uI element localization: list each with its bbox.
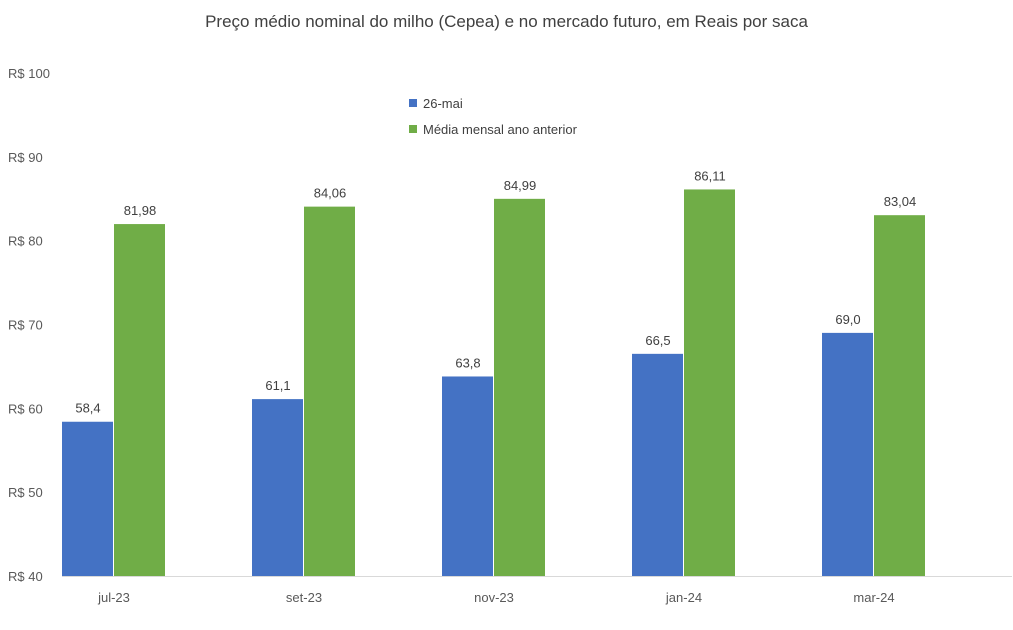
y-tick-label: R$ 100: [8, 66, 50, 81]
legend: 26-mai Média mensal ano anterior: [409, 90, 577, 142]
y-tick-label: R$ 40: [8, 569, 43, 584]
x-tick-label: mar-24: [853, 590, 894, 605]
data-label: 63,8: [455, 355, 480, 370]
bar-series-1: [822, 332, 873, 576]
data-label: 66,5: [645, 333, 670, 348]
y-tick-label: R$ 50: [8, 485, 43, 500]
chart-title: Preço médio nominal do milho (Cepea) e n…: [205, 12, 808, 31]
data-label: 84,06: [314, 186, 347, 201]
legend-label-series-2: Média mensal ano anterior: [423, 121, 577, 137]
legend-swatch-series-1: [409, 99, 417, 107]
data-label: 81,98: [124, 203, 157, 218]
bar-series-2: [684, 189, 735, 576]
bar-series-1: [442, 376, 493, 576]
legend-label-series-1: 26-mai: [423, 95, 463, 111]
y-tick-label: R$ 60: [8, 401, 43, 416]
bar-series-2: [874, 215, 925, 576]
legend-swatch-series-2: [409, 125, 417, 133]
bar-series-2: [494, 198, 545, 576]
bar-series-2: [304, 206, 355, 576]
y-tick-label: R$ 90: [8, 150, 43, 165]
x-tick-label: jan-24: [665, 590, 702, 605]
bar-series-2: [114, 224, 165, 576]
x-tick-label: set-23: [286, 590, 322, 605]
data-label: 83,04: [884, 194, 917, 209]
x-tick-label: jul-23: [97, 590, 130, 605]
data-label: 69,0: [835, 312, 860, 327]
legend-item: 26-mai: [409, 90, 577, 116]
x-tick-label: nov-23: [474, 590, 514, 605]
y-tick-label: R$ 70: [8, 318, 43, 333]
y-tick-label: R$ 80: [8, 234, 43, 249]
bar-series-1: [62, 421, 113, 576]
data-label: 61,1: [265, 378, 290, 393]
bar-series-1: [632, 353, 683, 576]
data-label: 86,11: [694, 168, 726, 183]
data-label: 84,99: [504, 178, 537, 193]
legend-item: Média mensal ano anterior: [409, 116, 577, 142]
data-label: 58,4: [75, 401, 100, 416]
bar-series-1: [252, 399, 303, 576]
